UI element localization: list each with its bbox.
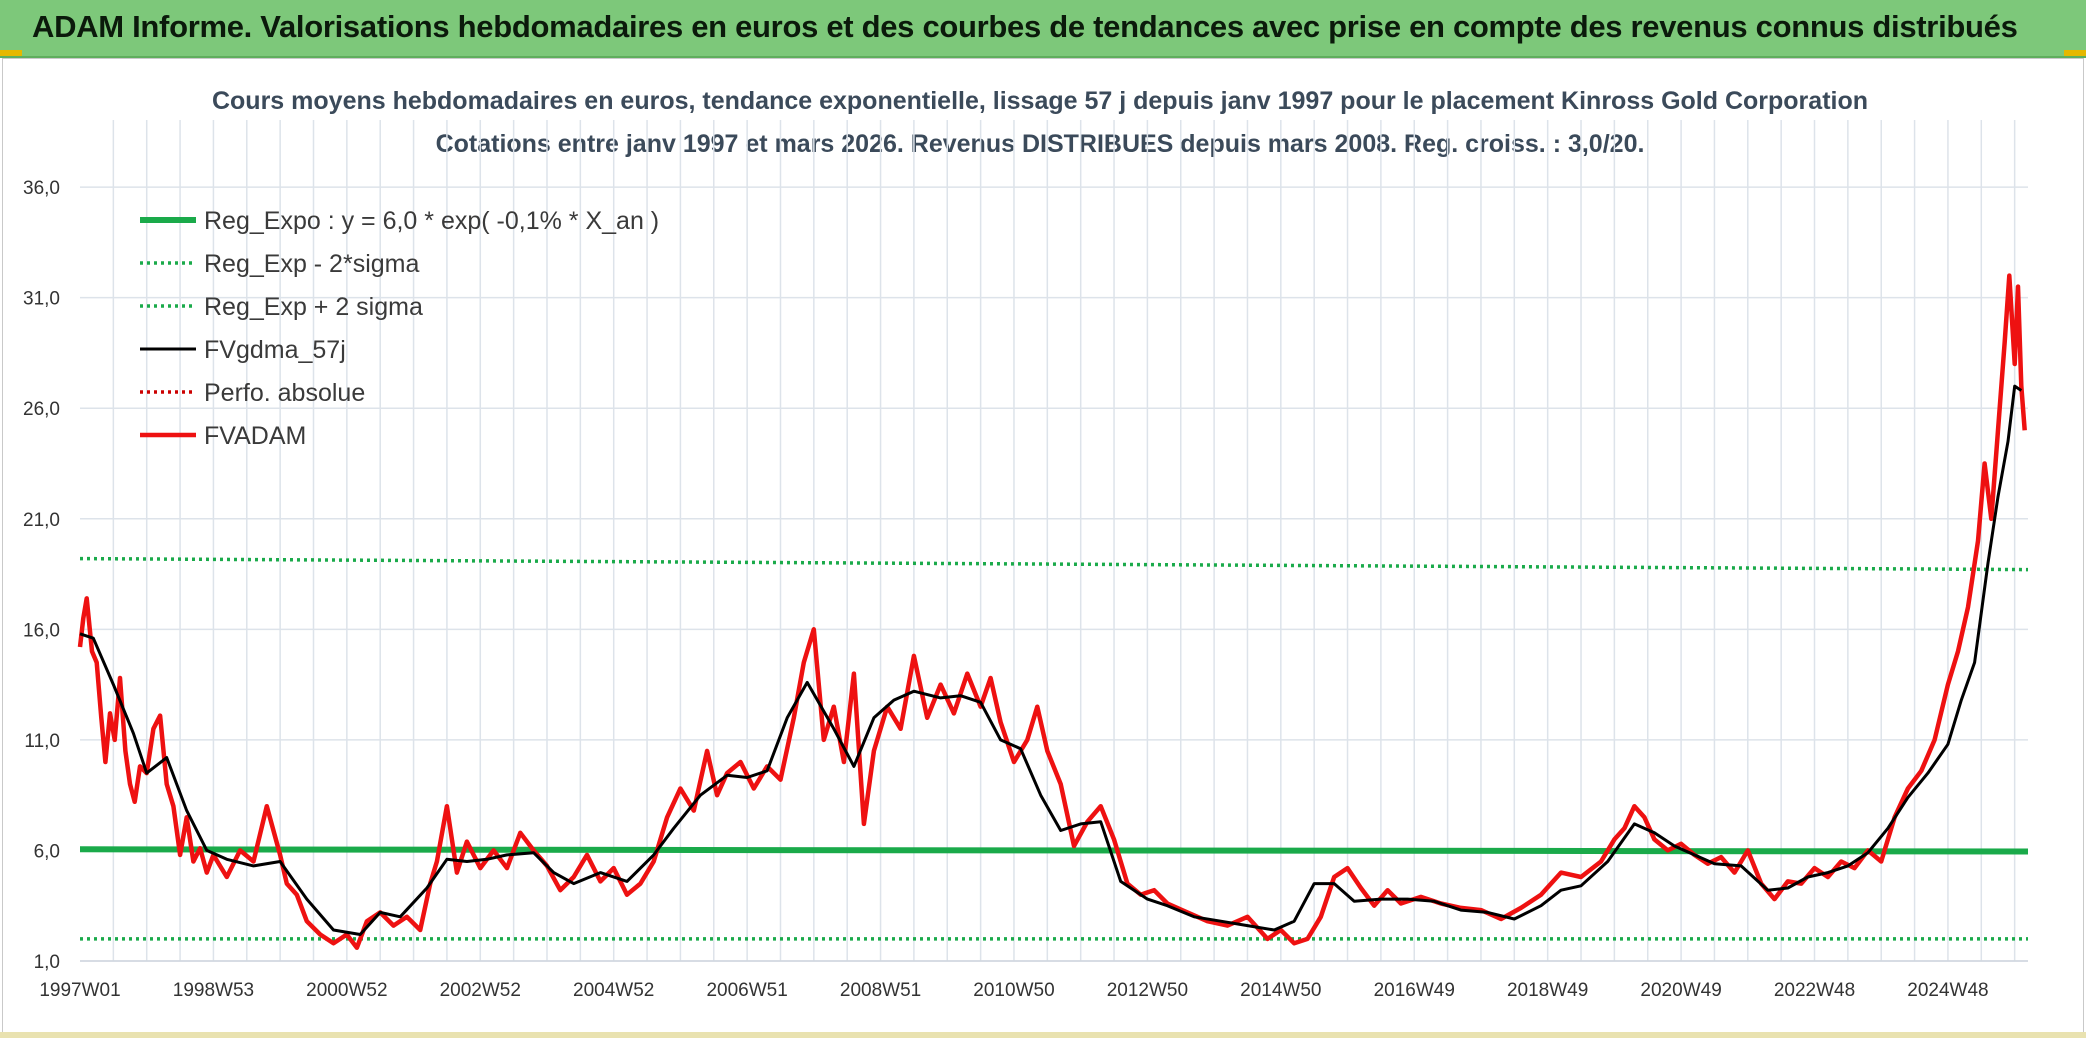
y-tick-label: 26,0 — [23, 399, 60, 420]
chart-subtitle: Cotations entre janv 1997 et mars 2026. … — [436, 130, 1645, 158]
x-tick-label: 2010W50 — [973, 980, 1054, 1001]
x-tick-label: 2004W52 — [573, 980, 654, 1001]
x-tick-label: 2006W51 — [706, 980, 787, 1001]
reg-expo-line — [79, 846, 2029, 855]
y-tick-label: 31,0 — [23, 289, 60, 310]
y-axis-ticks: 1,0 6,0 11,0 16,0 21,0 26,0 31,0 36,0 — [23, 178, 60, 973]
legend-item-fvgdma-57j-label: FVgdma_57j — [204, 336, 346, 364]
banner-corner-left — [0, 50, 22, 56]
y-tick-label: 21,0 — [23, 510, 60, 531]
legend-item-fvadam-label: FVADAM — [204, 422, 306, 450]
y-tick-label: 36,0 — [23, 178, 60, 199]
x-tick-label: 2000W52 — [306, 980, 387, 1001]
report-banner: ADAM Informe. Valorisations hebdomadaire… — [0, 0, 2086, 58]
grid-layer — [80, 120, 2028, 962]
series-layer — [77, 273, 2029, 950]
x-tick-label: 2014W50 — [1240, 980, 1321, 1001]
banner-corner-right — [2064, 50, 2086, 56]
y-tick-label: 1,0 — [34, 952, 60, 973]
fvgdma-57j-line — [79, 384, 2023, 936]
x-tick-label: 2016W49 — [1374, 980, 1455, 1001]
x-tick-label: 2002W52 — [440, 980, 521, 1001]
legend-item-perfo-absolue-label: Perfo. absolue — [204, 379, 365, 407]
x-tick-label: 2012W50 — [1107, 980, 1188, 1001]
report-title: ADAM Informe. Valorisations hebdomadaire… — [32, 9, 2018, 44]
x-tick-label: 1998W53 — [173, 980, 254, 1001]
legend-item-reg-exp-minus-2sigma-label: Reg_Exp - 2*sigma — [204, 250, 419, 278]
legend: Reg_Expo : y = 6,0 * exp( -0,1% * X_an )… — [140, 207, 659, 450]
x-tick-label: 2022W48 — [1774, 980, 1855, 1001]
x-tick-label: 1997W01 — [39, 980, 120, 1001]
chart-title: Cours moyens hebdomadaires en euros, ten… — [212, 87, 1868, 115]
x-tick-label: 2024W48 — [1907, 980, 1988, 1001]
legend-item-reg-exp-plus-2sigma-label: Reg_Exp + 2 sigma — [204, 293, 423, 321]
bottom-edge — [0, 1032, 2086, 1038]
legend-item-reg-expo-label: Reg_Expo : y = 6,0 * exp( -0,1% * X_an ) — [204, 207, 659, 235]
x-axis-ticks: 1997W01 1998W53 2000W52 2002W52 2004W52 2006W… — [39, 980, 1988, 1001]
y-tick-label: 6,0 — [34, 841, 60, 862]
y-tick-label: 11,0 — [24, 731, 60, 752]
y-tick-label: 16,0 — [23, 620, 60, 641]
x-tick-label: 2008W51 — [840, 980, 921, 1001]
reg-exp-plus-2sigma-line — [79, 556, 2029, 572]
x-tick-label: 2018W49 — [1507, 980, 1588, 1001]
x-tick-label: 2020W49 — [1640, 980, 1721, 1001]
